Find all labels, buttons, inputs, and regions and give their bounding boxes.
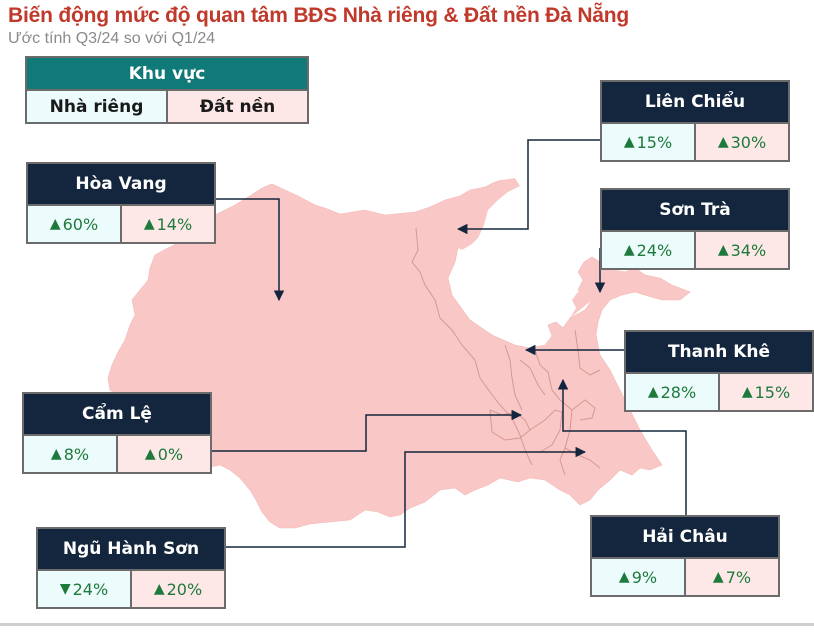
district-name: Liên Chiểu (602, 82, 788, 124)
house-change: ▲ 24% (602, 232, 696, 268)
district-name: Ngũ Hành Sơn (38, 529, 224, 571)
up-arrow-icon: ▲ (143, 216, 155, 232)
house-change: ▲ 8% (24, 436, 118, 472)
connector-ngu-hanh-son (226, 446, 587, 548)
land-change: ▲ 7% (686, 559, 778, 595)
district-box-hai-chau: Hải Châu ▲ 9% ▲ 7% (590, 515, 780, 597)
land-change: ▲ 15% (720, 374, 812, 410)
legend-land-label: Đất nền (168, 91, 307, 122)
legend-title: Khu vực (27, 58, 307, 91)
district-box-lien-chieu: Liên Chiểu ▲ 15% ▲ 30% (600, 80, 790, 162)
connector-lien-chieu (456, 139, 600, 235)
legend-table: Khu vực Nhà riêng Đất nền (25, 56, 309, 124)
up-arrow-icon: ▲ (153, 581, 165, 597)
district-box-cam-le: Cẩm Lệ ▲ 8% ▲ 0% (22, 392, 212, 474)
up-arrow-icon: ▲ (647, 384, 659, 400)
up-arrow-icon: ▲ (623, 134, 635, 150)
land-change: ▲ 20% (132, 571, 224, 607)
district-name: Cẩm Lệ (24, 394, 210, 436)
bottom-divider (0, 623, 814, 626)
land-change: ▲ 14% (122, 206, 214, 242)
up-arrow-icon: ▲ (717, 242, 729, 258)
up-arrow-icon: ▲ (144, 446, 156, 462)
up-arrow-icon: ▲ (49, 216, 61, 232)
district-box-hoa-vang: Hòa Vang ▲ 60% ▲ 14% (26, 162, 216, 244)
house-change: ▲ 28% (626, 374, 720, 410)
house-change: ▼ 24% (38, 571, 132, 607)
land-change: ▲ 34% (696, 232, 788, 268)
legend-house-label: Nhà riêng (27, 91, 168, 122)
chart-subtitle: Ước tính Q3/24 so với Q1/24 (8, 30, 216, 47)
connector-cam-le (212, 409, 523, 452)
district-name: Sơn Trà (602, 190, 788, 232)
up-arrow-icon: ▲ (50, 446, 62, 462)
district-box-thanh-khe: Thanh Khê ▲ 28% ▲ 15% (624, 330, 814, 412)
district-name: Hòa Vang (28, 164, 214, 206)
up-arrow-icon: ▲ (741, 384, 753, 400)
up-arrow-icon: ▲ (623, 242, 635, 258)
up-arrow-icon: ▲ (618, 569, 630, 585)
map-north-coast (458, 178, 520, 250)
connector-hai-chau (557, 378, 687, 516)
land-change: ▲ 30% (696, 124, 788, 160)
chart-title: Biến động mức độ quan tâm BĐS Nhà riêng … (8, 4, 630, 27)
house-change: ▲ 15% (602, 124, 696, 160)
down-arrow-icon: ▼ (59, 581, 71, 597)
district-box-ngu-hanh-son: Ngũ Hành Sơn ▼ 24% ▲ 20% (36, 527, 226, 609)
up-arrow-icon: ▲ (712, 569, 724, 585)
district-name: Hải Châu (592, 517, 778, 559)
district-box-son-tra: Sơn Trà ▲ 24% ▲ 34% (600, 188, 790, 270)
up-arrow-icon: ▲ (717, 134, 729, 150)
district-name: Thanh Khê (626, 332, 812, 374)
house-change: ▲ 9% (592, 559, 686, 595)
land-change: ▲ 0% (118, 436, 210, 472)
map-son-tra (570, 286, 592, 318)
house-change: ▲ 60% (28, 206, 122, 242)
connector-hoa-vang (215, 198, 285, 302)
